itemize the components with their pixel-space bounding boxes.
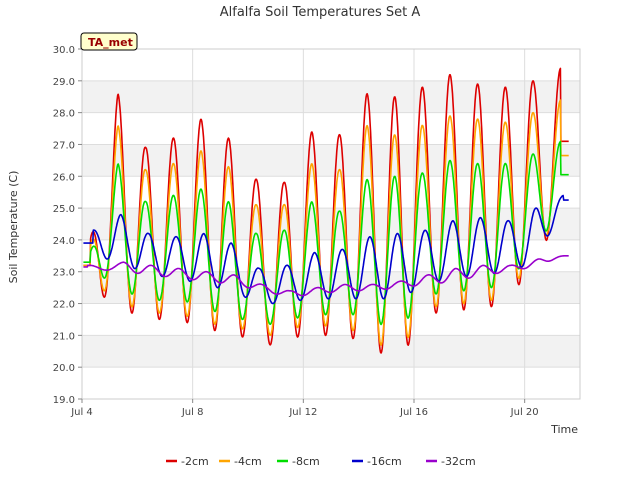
- plot-band: [82, 144, 580, 177]
- y-axis-label: Soil Temperature (C): [7, 171, 20, 284]
- plot-band: [82, 303, 580, 336]
- y-tick-label: 28.0: [53, 109, 75, 120]
- y-tick-label: 29.0: [53, 77, 75, 88]
- series-layer: [83, 67, 569, 354]
- x-tick-label: Jul 4: [70, 407, 93, 418]
- y-tick-label: 20.0: [53, 363, 75, 374]
- y-tick-label: 23.0: [53, 268, 75, 279]
- plot-band: [82, 112, 580, 145]
- chart-title: Alfalfa Soil Temperatures Set A: [220, 5, 421, 20]
- y-tick-label: 26.0: [53, 172, 75, 183]
- y-tick-label: 22.0: [53, 300, 75, 311]
- x-axis: Jul 4 Jul 8 Jul 12 Jul 16 Jul 20: [70, 399, 539, 418]
- ta-met-badge-label: TA_met: [88, 36, 133, 49]
- x-tick-label: Jul 8: [181, 407, 204, 418]
- x-tick-label: Jul 12: [288, 407, 317, 418]
- y-tick-label: 25.0: [53, 204, 75, 215]
- plot-band: [82, 367, 580, 399]
- y-tick-label: 24.0: [53, 236, 75, 247]
- y-tick-label: 27.0: [53, 140, 75, 151]
- x-axis-label: Time: [550, 423, 578, 436]
- y-axis: 19.0 20.0 21.0 22.0 23.0 24.0 25.0 26.0 27.0 28.0…: [53, 45, 82, 406]
- legend-label: -32cm: [441, 455, 476, 468]
- plot-band: [82, 49, 580, 81]
- plot-band: [82, 80, 580, 113]
- legend-label: -16cm: [367, 455, 402, 468]
- y-tick-label: 21.0: [53, 331, 75, 342]
- legend-label: -2cm: [181, 455, 209, 468]
- plot-frame: [81, 48, 581, 400]
- series-line-32cmcm: [83, 255, 569, 297]
- x-tick-label: Jul 16: [399, 407, 428, 418]
- x-tick-label: Jul 20: [510, 407, 539, 418]
- y-tick-label: 30.0: [53, 45, 75, 56]
- ta-met-badge-box: [80, 32, 138, 51]
- plot-band: [82, 335, 580, 368]
- ta-met-badge: TA_met: [80, 32, 138, 51]
- legend-label: -8cm: [292, 455, 320, 468]
- y-tick-label: 19.0: [53, 395, 75, 406]
- plot-band: [82, 176, 580, 209]
- legend: -2cm -4cm -8cm -16cm -32cm: [166, 455, 476, 468]
- legend-label: -4cm: [234, 455, 262, 468]
- series-line-16cmcm: [83, 194, 569, 305]
